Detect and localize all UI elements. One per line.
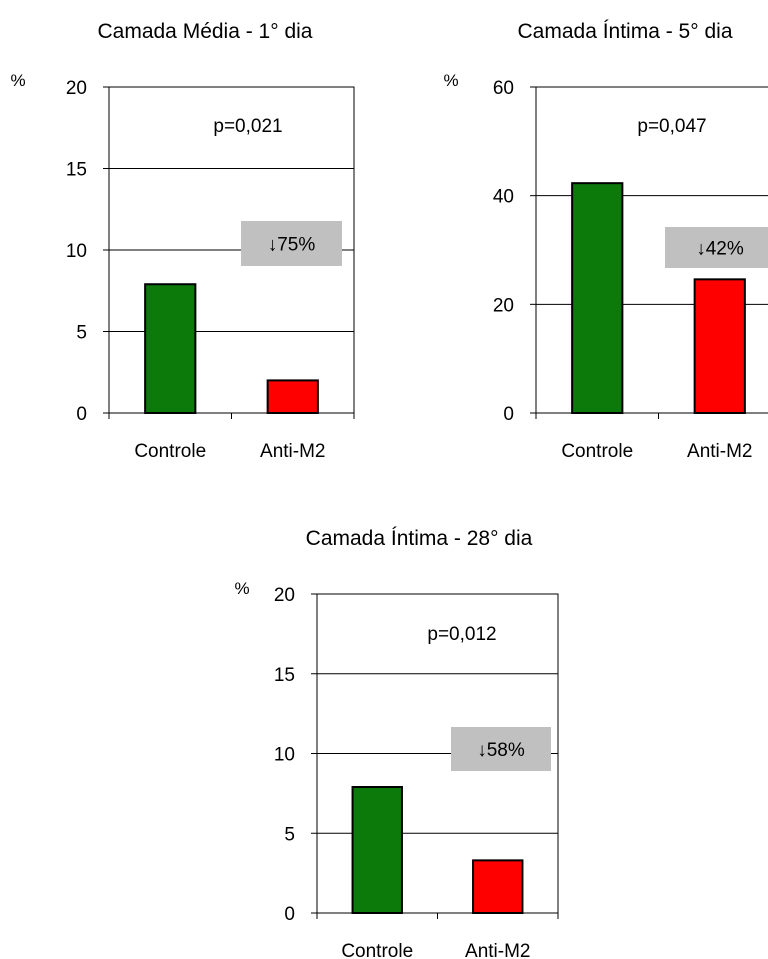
y-tick-label: 40 — [493, 187, 514, 208]
reduction-label: ↓58% — [477, 740, 525, 761]
chart-3: Camada Íntima - 28° dia% 0 5 10 15 20 Controle… — [234, 527, 559, 959]
y-tick-label: 20 — [493, 295, 514, 316]
reduction-label: ↓75% — [268, 235, 316, 256]
reduction-box — [665, 227, 768, 268]
x-category-label: Controle — [134, 441, 206, 462]
y-tick-label: 10 — [274, 745, 295, 766]
reduction-box — [241, 221, 342, 266]
bar-anti-m2 — [693, 278, 746, 414]
x-category-label: Anti-M2 — [260, 441, 325, 462]
y-tick-label: 60 — [493, 78, 514, 99]
y-axis-label: % — [443, 71, 458, 90]
y-tick-label: 5 — [76, 323, 87, 344]
y-axis-label: % — [234, 579, 249, 598]
y-tick-label: 0 — [284, 904, 295, 925]
bar-controle — [351, 785, 403, 914]
reduction-label: ↓42% — [696, 239, 744, 260]
p-value-label: p=0,047 — [637, 116, 706, 137]
x-category-label: Controle — [341, 941, 413, 959]
bar-controle — [571, 182, 624, 414]
y-tick-label: 0 — [76, 404, 87, 425]
chart-title: Camada Íntima - 28° dia — [306, 527, 533, 550]
bar-anti-m2 — [472, 859, 524, 914]
y-tick-label: 20 — [274, 585, 295, 606]
chart-title: Camada Íntima - 5° dia — [518, 20, 733, 43]
y-tick-label: 15 — [274, 665, 295, 686]
x-category-label: Anti-M2 — [687, 441, 752, 462]
y-tick-label: 15 — [66, 160, 87, 181]
y-tick-label: 0 — [503, 404, 514, 425]
bar-anti-m2 — [266, 379, 319, 414]
y-tick-label: 20 — [66, 78, 87, 99]
p-value-label: p=0,021 — [213, 116, 282, 137]
y-axis-label: % — [10, 71, 25, 90]
chart-1: Camada Média - 1° dia% 0 5 10 15 20 Controle An… — [10, 20, 355, 462]
chart-title: Camada Média - 1° dia — [97, 20, 312, 43]
p-value-label: p=0,012 — [427, 624, 496, 645]
reduction-box — [451, 727, 551, 771]
chart-2: Camada Íntima - 5° dia% 0 20 40 60 Controle An… — [443, 20, 768, 462]
y-tick-label: 5 — [284, 824, 295, 845]
x-category-label: Anti-M2 — [465, 941, 530, 959]
bar-controle — [144, 283, 197, 415]
x-category-label: Controle — [561, 441, 633, 462]
y-tick-label: 10 — [66, 241, 87, 262]
